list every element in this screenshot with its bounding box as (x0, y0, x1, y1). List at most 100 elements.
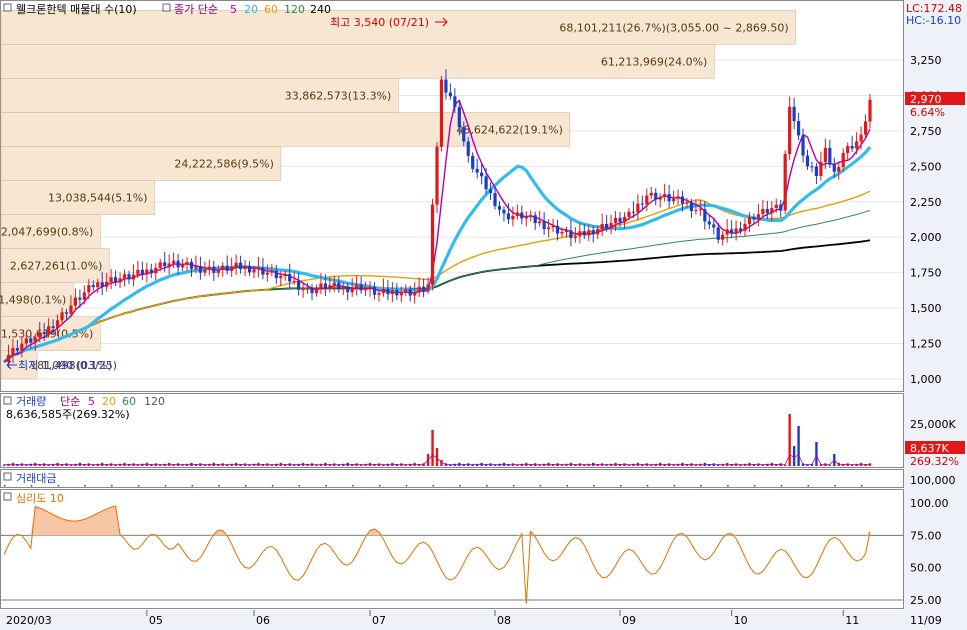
value-bar (834, 485, 836, 487)
volume-profile-label: 24,222,586(9.5%) (174, 157, 274, 170)
candle-body (560, 231, 564, 234)
volume-bar (225, 464, 229, 466)
volume-bar (163, 463, 166, 466)
candle-body (712, 224, 716, 228)
volume-bar (284, 464, 287, 466)
ma-label: 종가 단순 (174, 3, 218, 16)
value-bar (137, 485, 140, 487)
volume-profile-label: 33,862,573(13.3%) (285, 89, 392, 102)
volume-profile-label: 2,047,699(0.8%) (1, 226, 94, 239)
volume-bar (16, 464, 19, 466)
candle-body (221, 265, 225, 270)
candle-body (189, 262, 194, 269)
psychology-legend-icon[interactable] (3, 492, 12, 501)
psychology-overbought-area (4, 506, 870, 536)
candle-body (60, 312, 64, 321)
value-legend-icon[interactable] (3, 472, 12, 481)
volume-bar (850, 464, 854, 466)
volume-profile-bar (0, 146, 282, 181)
candle-body (212, 266, 216, 273)
volume-bar (788, 414, 791, 466)
volume-bar (605, 464, 608, 466)
candle-body (363, 288, 368, 291)
ma5-label: 5 (230, 3, 237, 16)
volume-profile-label: 48,624,622(19.1%) (456, 123, 563, 136)
candle-body (796, 121, 801, 136)
candle-body (163, 262, 167, 267)
candle-body (51, 326, 55, 328)
value-bar (727, 485, 729, 487)
volume-bar (775, 464, 778, 466)
candle-body (488, 189, 493, 193)
psychology-line (3, 505, 871, 604)
legend-box-icon[interactable] (3, 3, 12, 12)
candle-body (578, 231, 582, 237)
price-tick-label: 1,750 (910, 267, 942, 280)
volume-bar (364, 463, 367, 466)
volume-bar (676, 463, 680, 466)
candle-body (323, 283, 328, 288)
volume-bar (672, 464, 675, 466)
volume-bar (587, 463, 590, 466)
volume-profile-label: 181,498(0.1%) (0, 294, 66, 307)
candle-body (587, 230, 591, 236)
candle-body (475, 168, 479, 173)
x-axis-labels: 2020/03 05 06 07 08 09 10 11 11/09 (6, 610, 942, 627)
candle-body (631, 211, 636, 213)
candle-body (734, 228, 738, 234)
candle-body (359, 284, 363, 291)
psychology-tick-label: 100.00 (910, 497, 949, 510)
candle-body (38, 332, 42, 338)
volume-bar (627, 464, 631, 466)
ma240-label: 240 (310, 3, 331, 16)
ma-legend-icon[interactable] (162, 3, 171, 12)
candle-body (520, 212, 524, 219)
chart-title: 웰크론한텍 매물대 수(10) (16, 3, 137, 16)
volume-bar (208, 463, 211, 466)
min-arrow-icon (6, 360, 17, 370)
volume-bar (797, 426, 800, 466)
value-bar (57, 485, 60, 487)
candle-body (346, 286, 350, 293)
volume-bar (650, 464, 653, 466)
candle-body (823, 147, 827, 162)
volume-profile-bar (0, 112, 571, 147)
volume-bar (663, 464, 666, 466)
volume-ma60: 60 (122, 395, 136, 408)
volume-bar (596, 464, 599, 466)
candle-body (96, 282, 100, 288)
volume-bar (516, 464, 519, 466)
volume-bar (248, 464, 251, 466)
current-price: 2,970 (910, 93, 942, 106)
value-bar (486, 485, 488, 487)
volume-profile-label: 181,498(0.1%) (30, 359, 112, 372)
volume-profile-label: 13,038,544(5.1%) (48, 192, 148, 205)
value-bar (593, 485, 595, 487)
price-tick-label: 2,000 (910, 231, 942, 244)
candle-body (113, 277, 118, 283)
hc-label: HC:-16.10 (906, 14, 961, 27)
candle-body (11, 348, 15, 356)
candle-body (350, 288, 354, 293)
candles (6, 69, 872, 368)
candle-body (122, 274, 127, 279)
candle-body (752, 216, 756, 220)
volume-bar (574, 464, 577, 466)
volume-bar (315, 464, 318, 466)
candle-body (725, 229, 729, 235)
candle-body (837, 167, 841, 172)
candle-body (390, 290, 394, 295)
candle-body (413, 292, 417, 296)
candle-body (247, 266, 252, 273)
candle-body (279, 276, 283, 279)
candle-body (372, 286, 377, 295)
x-tick-label: 11/09 (910, 614, 942, 627)
volume-bar (29, 463, 32, 466)
candle-body (846, 146, 850, 154)
volume-bar (2, 464, 6, 466)
volume-value: 8,636,585주(269.32%) (6, 408, 130, 421)
volume-legend-icon[interactable] (3, 396, 12, 405)
candle-body (55, 320, 60, 328)
candle-body (118, 278, 122, 283)
